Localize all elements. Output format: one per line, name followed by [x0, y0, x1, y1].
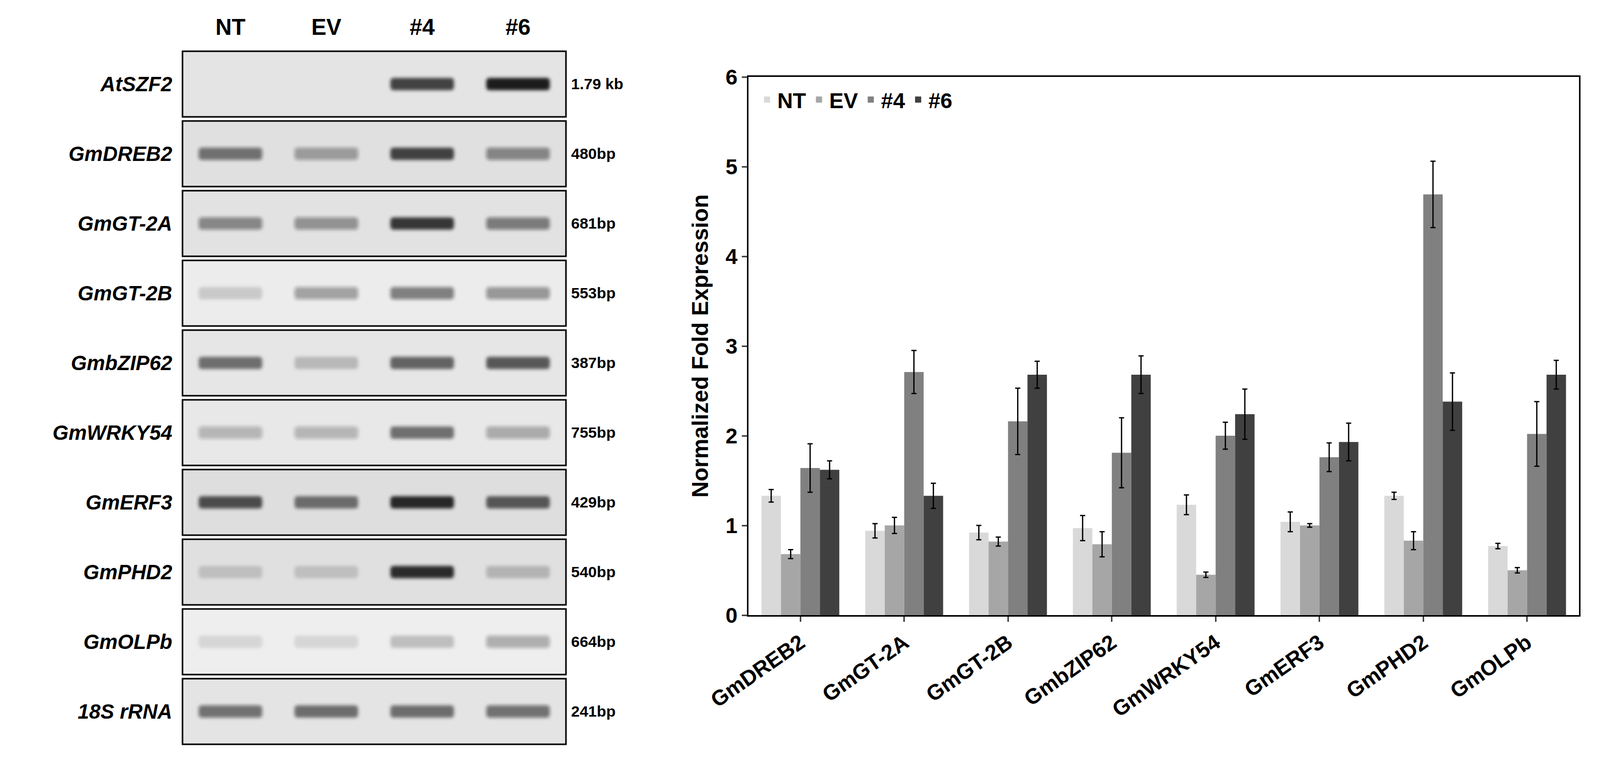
- svg-text:GmERF3: GmERF3: [85, 491, 173, 514]
- svg-text:6: 6: [725, 65, 738, 90]
- svg-text:GmPHD2: GmPHD2: [83, 560, 173, 584]
- svg-text:Normalized Fold Expression: Normalized Fold Expression: [687, 194, 713, 498]
- svg-text:GmOLPb: GmOLPb: [1445, 629, 1536, 703]
- svg-text:NT: NT: [215, 14, 246, 40]
- svg-text:GmDREB2: GmDREB2: [706, 629, 810, 712]
- svg-text:5: 5: [725, 154, 738, 179]
- svg-text:#6: #6: [928, 88, 953, 113]
- svg-text:241bp: 241bp: [571, 702, 616, 720]
- svg-text:EV: EV: [829, 88, 859, 113]
- svg-text:1.79 kb: 1.79 kb: [571, 75, 624, 93]
- svg-text:664bp: 664bp: [571, 633, 616, 651]
- svg-text:#4: #4: [409, 14, 435, 40]
- svg-text:755bp: 755bp: [571, 423, 616, 441]
- svg-text:GmWRKY54: GmWRKY54: [1107, 629, 1225, 722]
- svg-text:GmGT-2A: GmGT-2A: [817, 629, 914, 707]
- svg-text:GmGT-2A: GmGT-2A: [77, 212, 173, 235]
- svg-text:GmGT-2B: GmGT-2B: [77, 281, 173, 305]
- svg-text:480bp: 480bp: [571, 145, 616, 162]
- svg-text:540bp: 540bp: [571, 563, 616, 581]
- svg-text:#6: #6: [505, 14, 531, 40]
- svg-text:EV: EV: [311, 14, 342, 40]
- svg-text:GmbZIP62: GmbZIP62: [70, 351, 173, 375]
- svg-text:AtSZF2: AtSZF2: [99, 72, 173, 96]
- svg-text:#4: #4: [881, 88, 906, 113]
- svg-text:429bp: 429bp: [571, 493, 616, 511]
- svg-text:GmERF3: GmERF3: [1240, 629, 1329, 702]
- svg-text:GmDREB2: GmDREB2: [68, 142, 173, 166]
- svg-text:2: 2: [725, 423, 738, 449]
- svg-text:GmbZIP62: GmbZIP62: [1019, 629, 1121, 711]
- svg-text:1: 1: [725, 513, 738, 538]
- svg-text:681bp: 681bp: [571, 214, 616, 232]
- svg-text:GmOLPb: GmOLPb: [83, 630, 173, 654]
- svg-text:3: 3: [725, 334, 738, 359]
- svg-text:4: 4: [725, 244, 738, 269]
- svg-text:387bp: 387bp: [571, 354, 616, 372]
- svg-text:18S rRNA: 18S rRNA: [77, 700, 173, 723]
- svg-text:0: 0: [725, 603, 738, 628]
- svg-text:GmPHD2: GmPHD2: [1341, 629, 1432, 703]
- svg-text:GmGT-2B: GmGT-2B: [921, 629, 1018, 707]
- svg-text:NT: NT: [777, 88, 806, 113]
- svg-text:GmWRKY54: GmWRKY54: [52, 421, 173, 444]
- svg-text:553bp: 553bp: [571, 284, 616, 302]
